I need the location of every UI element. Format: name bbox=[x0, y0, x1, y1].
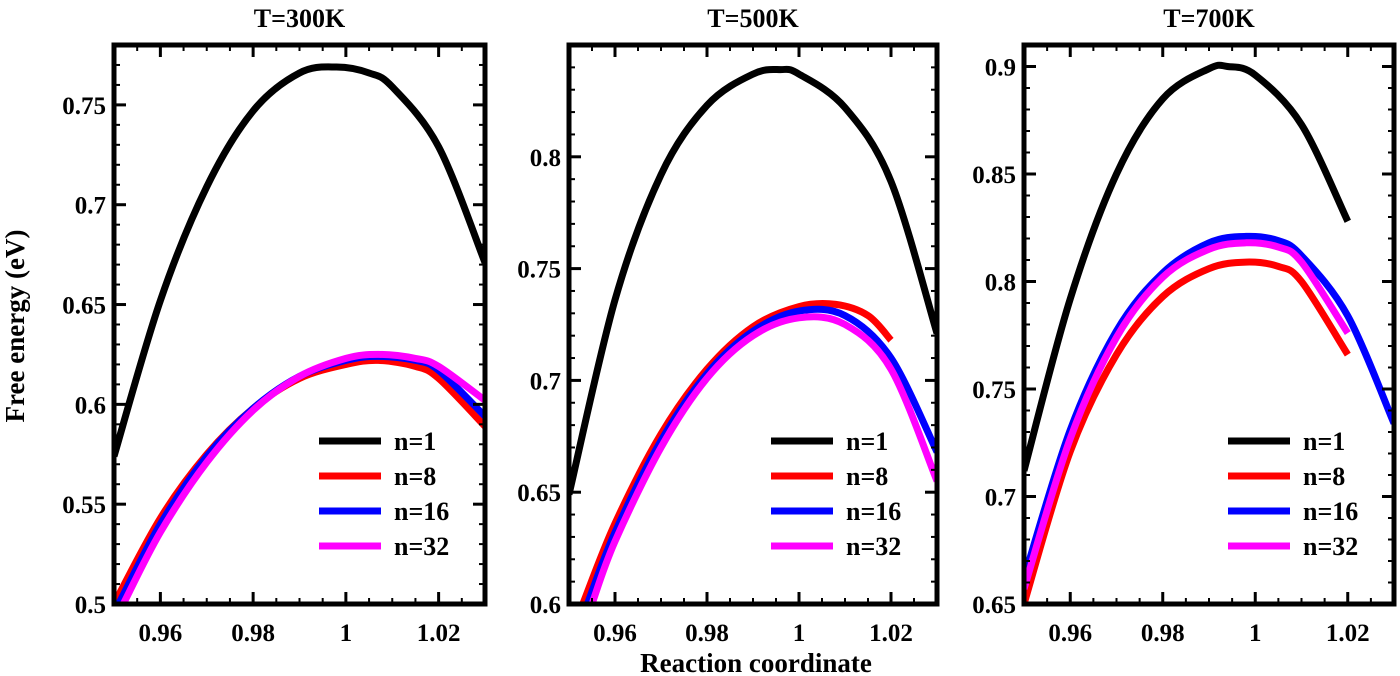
x-tick-label: 0.98 bbox=[685, 620, 729, 647]
y-tick-label: 0.65 bbox=[517, 480, 561, 507]
legend-label: n=16 bbox=[394, 497, 449, 526]
panel-title: T=700K bbox=[1163, 4, 1255, 33]
legend-label: n=32 bbox=[394, 532, 449, 561]
y-tick-label: 0.8 bbox=[530, 145, 561, 172]
panel-3: T=700K 0.96 0.98 1 1.02 0.65 0.7 0.75 0.8 0.85 0.9… bbox=[972, 4, 1397, 647]
legend: n=1 n=8 n=16 n=32 bbox=[771, 427, 901, 561]
legend-label: n=1 bbox=[394, 427, 436, 456]
panel-title: T=300K bbox=[254, 4, 346, 33]
x-tick-label: 1 bbox=[340, 620, 353, 647]
series-line-n=1 bbox=[1024, 61, 1351, 472]
series-line-n=1 bbox=[569, 65, 937, 496]
series-line-n=1 bbox=[114, 63, 485, 458]
y-tick-label: 0.65 bbox=[62, 293, 106, 320]
y-tick-label: 0.75 bbox=[517, 257, 561, 284]
legend-label: n=1 bbox=[1303, 427, 1345, 456]
x-tick-label: 1.02 bbox=[1326, 620, 1370, 647]
series-line-n=32 bbox=[120, 350, 485, 604]
x-tick-label: 1 bbox=[793, 620, 806, 647]
legend-label: n=8 bbox=[394, 462, 436, 491]
x-tick-label: 0.96 bbox=[1048, 620, 1092, 647]
legend-label: n=16 bbox=[1303, 497, 1358, 526]
panel-1: T=300K 0.96 0.98 1 1.02 0.5 0.55 0.6 0.65 0.7 0.75… bbox=[62, 4, 488, 647]
legend-label: n=8 bbox=[1303, 462, 1345, 491]
y-tick-label: 0.9 bbox=[985, 55, 1016, 82]
y-tick-label: 0.7 bbox=[75, 193, 106, 220]
x-tick-label: 0.98 bbox=[1141, 620, 1185, 647]
y-tick-label: 0.65 bbox=[972, 592, 1016, 619]
series-line-n=8 bbox=[1024, 258, 1351, 604]
legend-label: n=32 bbox=[846, 532, 901, 561]
plot-frame bbox=[111, 42, 488, 607]
plot-frame bbox=[566, 42, 940, 607]
legend-label: n=16 bbox=[846, 497, 901, 526]
y-tick-label: 0.75 bbox=[972, 377, 1016, 404]
y-tick-label: 0.6 bbox=[530, 592, 561, 619]
y-tick-label: 0.5 bbox=[75, 592, 106, 619]
y-tick-label: 0.55 bbox=[62, 492, 106, 519]
x-tick-label: 1.02 bbox=[417, 620, 461, 647]
legend-label: n=32 bbox=[1303, 532, 1358, 561]
y-axis-label: Free energy (eV) bbox=[0, 230, 30, 423]
x-tick-label: 0.96 bbox=[593, 620, 637, 647]
x-axis-label: Reaction coordinate bbox=[640, 648, 872, 676]
x-tick-label: 0.96 bbox=[139, 620, 183, 647]
legend-label: n=1 bbox=[846, 427, 888, 456]
legend-label: n=8 bbox=[846, 462, 888, 491]
y-tick-label: 0.85 bbox=[972, 162, 1016, 189]
series-line-n=32 bbox=[588, 313, 937, 604]
panel-title: T=500K bbox=[707, 4, 799, 33]
x-tick-label: 0.98 bbox=[231, 620, 275, 647]
x-tick-label: 1.02 bbox=[869, 620, 913, 647]
y-tick-label: 0.8 bbox=[985, 270, 1016, 297]
legend: n=1 n=8 n=16 n=32 bbox=[1228, 427, 1358, 561]
y-tick-label: 0.75 bbox=[62, 93, 106, 120]
y-tick-label: 0.6 bbox=[75, 392, 106, 419]
x-tick-label: 1 bbox=[1249, 620, 1262, 647]
legend: n=1 n=8 n=16 n=32 bbox=[319, 427, 449, 561]
y-tick-label: 0.7 bbox=[985, 485, 1016, 512]
series-line-n=32 bbox=[1024, 239, 1351, 590]
plot-frame bbox=[1021, 42, 1397, 607]
y-tick-label: 0.7 bbox=[530, 368, 561, 395]
